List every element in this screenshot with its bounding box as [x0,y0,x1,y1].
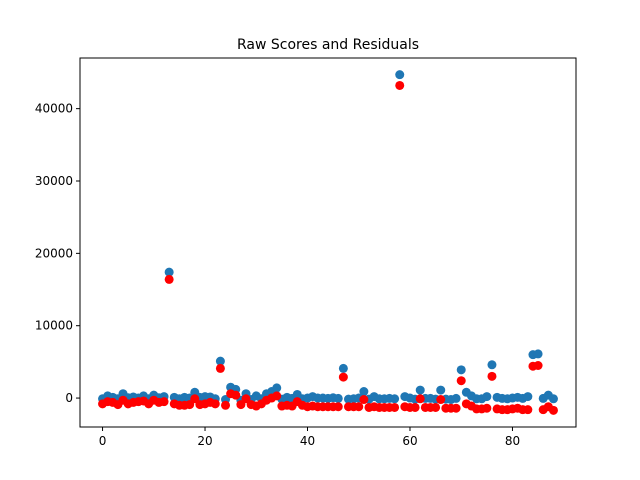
raw-score-point [272,383,282,393]
residual-point [548,405,558,415]
residual-point [410,402,420,412]
y-tick-label: 10000 [35,319,73,333]
residual-point [451,403,461,413]
raw-score-point [338,363,348,373]
residual-point [390,402,400,412]
y-tick-label: 0 [65,391,73,405]
raw-score-point [390,394,400,404]
raw-score-point [548,394,558,404]
residual-point [210,399,220,409]
residual-point [456,376,466,386]
residual-point [523,405,533,415]
raw-score-point [523,392,533,402]
residual-point [333,402,343,412]
residual-point [215,363,225,373]
residual-point [436,395,446,405]
raw-score-point [487,360,497,370]
raw-score-point [456,365,466,375]
x-tick-label: 60 [402,434,417,448]
raw-score-point [436,385,446,395]
raw-score-point [215,356,225,366]
residual-point [359,395,369,405]
raw-score-point [164,267,174,277]
x-tick-label: 40 [300,434,315,448]
raw-score-point [415,385,425,395]
y-tick-label: 20000 [35,246,73,260]
residual-point [190,394,200,404]
residual-point [241,394,251,404]
residual-point [395,80,405,90]
residual-point [482,403,492,413]
residual-point [185,400,195,410]
residual-point [236,400,246,410]
plot-area [98,70,558,415]
x-tick-label: 0 [99,434,107,448]
raw-score-point [451,393,461,403]
raw-score-point [533,349,543,359]
residual-point [338,372,348,382]
y-tick-label: 40000 [35,102,73,116]
x-axis-ticks: 0 20 40 60 80 [99,427,520,448]
axes-frame [79,57,577,428]
y-axis-ticks: 0 10000 20000 30000 40000 [35,102,80,405]
residual-point [272,391,282,401]
raw-score-point [333,393,343,403]
residual-point [487,371,497,381]
residual-point [221,400,231,410]
residual-point [431,402,441,412]
residual-point [415,394,425,404]
raw-score-point [395,70,405,80]
residual-point [164,274,174,284]
chart-title: Raw Scores and Residuals [237,37,419,53]
x-tick-label: 80 [505,434,520,448]
residual-point [231,390,241,400]
residual-point [354,402,364,412]
residual-point [533,361,543,370]
raw-score-point [482,392,492,402]
raw-score-point [359,387,369,397]
residual-point [159,397,169,407]
x-tick-label: 20 [197,434,212,448]
y-tick-label: 30000 [35,174,73,188]
residuals-series [98,80,558,415]
